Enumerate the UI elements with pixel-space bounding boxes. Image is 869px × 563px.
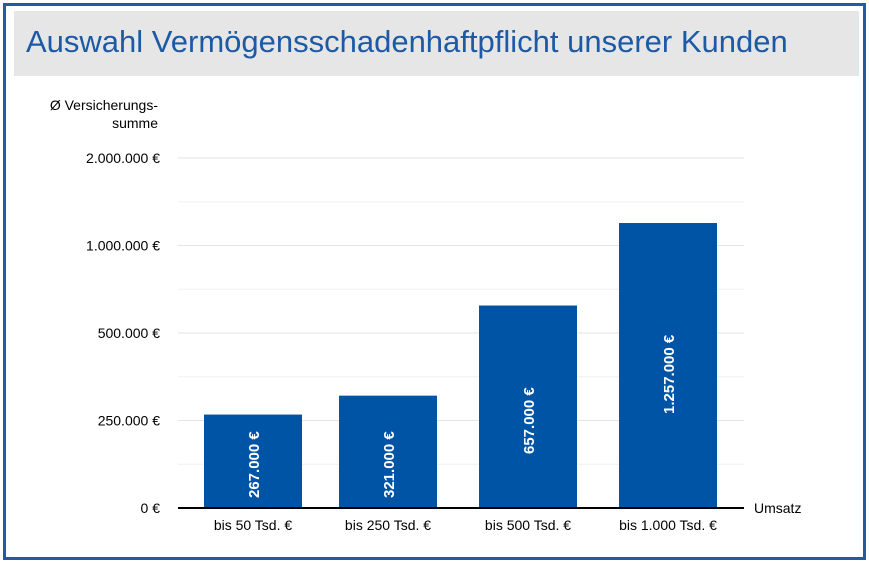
y-tick-label: 500.000 € [98,325,160,341]
y-axis-title: summe [112,115,158,131]
data-label: 321.000 € [381,431,398,498]
y-tick-label: 2.000.000 € [86,150,160,166]
x-category-label: bis 500 Tsd. € [485,517,571,533]
bar [204,414,302,508]
x-category-label: bis 250 Tsd. € [345,517,431,533]
labels: 0 € 250.000 € 500.000 € 1.000.000 € 2.000.00… [50,97,802,533]
y-tick-label: 1.000.000 € [86,238,160,254]
data-label: 1.257.000 € [661,334,678,414]
x-axis-title: Umsatz [754,500,801,516]
x-category-label: bis 50 Tsd. € [214,517,293,533]
chart-title: Auswahl Vermögensschadenhaftpflicht unse… [26,24,788,59]
x-category-label: bis 1.000 Tsd. € [619,517,717,533]
title-bar: Auswahl Vermögensschadenhaftpflicht unse… [14,11,859,76]
bar [479,305,577,508]
data-label: 657.000 € [521,387,538,454]
data-label: 267.000 € [246,431,263,498]
y-tick-label: 0 € [141,500,161,516]
bars [204,223,717,508]
bar [339,395,437,508]
y-axis-title: Ø Versicherungs- [50,97,158,113]
bar [619,223,717,508]
y-tick-label: 250.000 € [98,413,160,429]
